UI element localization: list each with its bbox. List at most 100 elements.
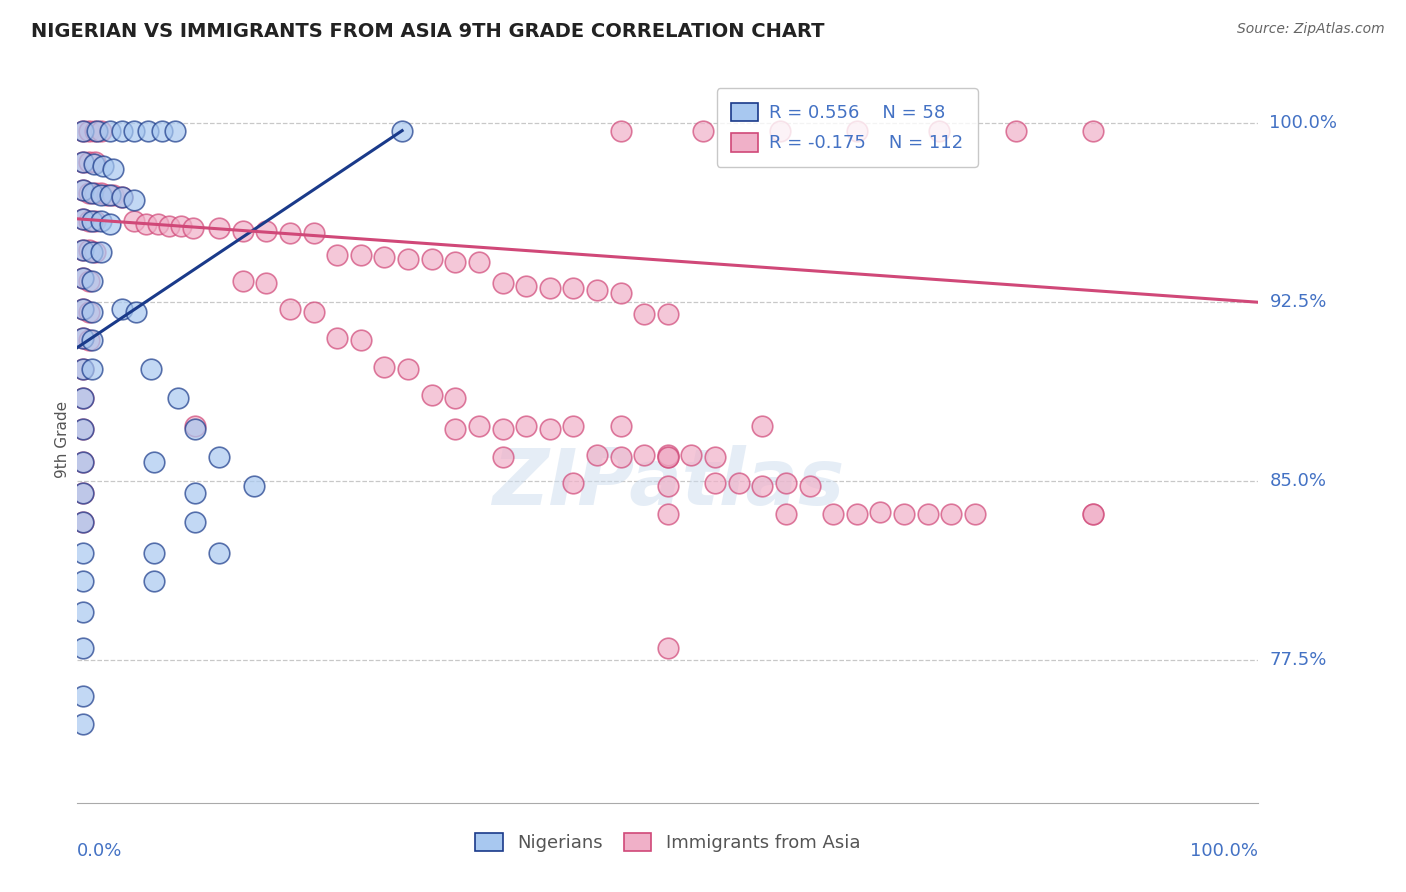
Point <box>90 123 112 137</box>
Point <box>77 186 100 200</box>
Point <box>77 334 100 348</box>
Point <box>72 717 94 731</box>
Point <box>72 154 94 169</box>
Point <box>80 186 103 200</box>
Point <box>184 515 207 529</box>
Point <box>72 574 94 588</box>
Point <box>72 331 94 345</box>
Point <box>727 476 749 491</box>
Point <box>111 190 134 204</box>
Point <box>326 247 349 261</box>
Point <box>692 123 714 137</box>
Point <box>657 450 679 465</box>
Point <box>84 123 107 137</box>
Point <box>775 476 797 491</box>
Point <box>1005 123 1028 137</box>
Point <box>243 479 266 493</box>
Point <box>184 421 207 435</box>
Point <box>751 419 773 434</box>
Point <box>586 283 609 297</box>
Point <box>232 224 254 238</box>
Point <box>77 243 100 257</box>
Point <box>101 188 124 202</box>
Text: 0.0%: 0.0% <box>77 842 122 860</box>
Point <box>122 123 145 137</box>
Point <box>799 479 821 493</box>
Point <box>96 188 118 202</box>
Point <box>928 123 950 137</box>
Legend: Nigerians, Immigrants from Asia: Nigerians, Immigrants from Asia <box>468 825 868 859</box>
Point <box>444 391 467 405</box>
Point <box>869 505 891 519</box>
Point <box>91 160 114 174</box>
Text: 92.5%: 92.5% <box>1270 293 1327 311</box>
Point <box>232 274 254 288</box>
Point <box>586 448 609 462</box>
Point <box>373 250 395 264</box>
Point <box>254 276 277 290</box>
Point <box>80 274 103 288</box>
Point <box>72 486 94 500</box>
Point <box>139 362 162 376</box>
Point <box>391 123 413 137</box>
Text: 100.0%: 100.0% <box>1191 842 1258 860</box>
Point <box>111 123 134 137</box>
Text: 77.5%: 77.5% <box>1270 651 1327 669</box>
Point <box>72 123 94 137</box>
Point <box>90 186 112 200</box>
Point <box>72 123 94 137</box>
Point <box>278 226 301 240</box>
Point <box>143 545 166 559</box>
Point <box>143 574 166 588</box>
Point <box>184 486 207 500</box>
Point <box>72 486 94 500</box>
Text: ZIPatlas: ZIPatlas <box>492 445 844 521</box>
Point <box>350 334 373 348</box>
Point <box>125 305 148 319</box>
Point <box>562 281 585 295</box>
Point <box>136 123 159 137</box>
Point <box>90 214 112 228</box>
Point <box>150 123 173 137</box>
Point <box>80 214 103 228</box>
Point <box>86 123 108 137</box>
Point <box>657 479 679 493</box>
Point <box>84 154 107 169</box>
Point <box>208 450 231 465</box>
Point <box>72 362 94 376</box>
Point <box>775 508 797 522</box>
Point <box>444 254 467 268</box>
Point <box>633 448 655 462</box>
Point <box>72 271 94 285</box>
Point <box>72 689 94 703</box>
Point <box>181 221 204 235</box>
Point <box>208 221 231 235</box>
Point <box>657 508 679 522</box>
Point <box>72 362 94 376</box>
Point <box>80 334 103 348</box>
Point <box>72 455 94 469</box>
Point <box>609 123 631 137</box>
Point <box>72 545 94 559</box>
Point <box>84 245 107 260</box>
Point <box>80 305 103 319</box>
Point <box>184 419 207 434</box>
Point <box>254 224 277 238</box>
Point <box>396 252 419 267</box>
Point <box>90 245 112 260</box>
Point <box>278 302 301 317</box>
Point <box>72 211 94 226</box>
Point <box>963 508 986 522</box>
Point <box>468 419 491 434</box>
Point <box>72 331 94 345</box>
Point <box>420 388 443 402</box>
Point <box>122 214 145 228</box>
Point <box>515 419 537 434</box>
Point <box>491 450 513 465</box>
Point <box>823 508 845 522</box>
Point <box>72 515 94 529</box>
Point <box>72 421 94 435</box>
Point <box>100 188 122 202</box>
Y-axis label: 9th Grade: 9th Grade <box>55 401 70 478</box>
Point <box>208 545 231 559</box>
